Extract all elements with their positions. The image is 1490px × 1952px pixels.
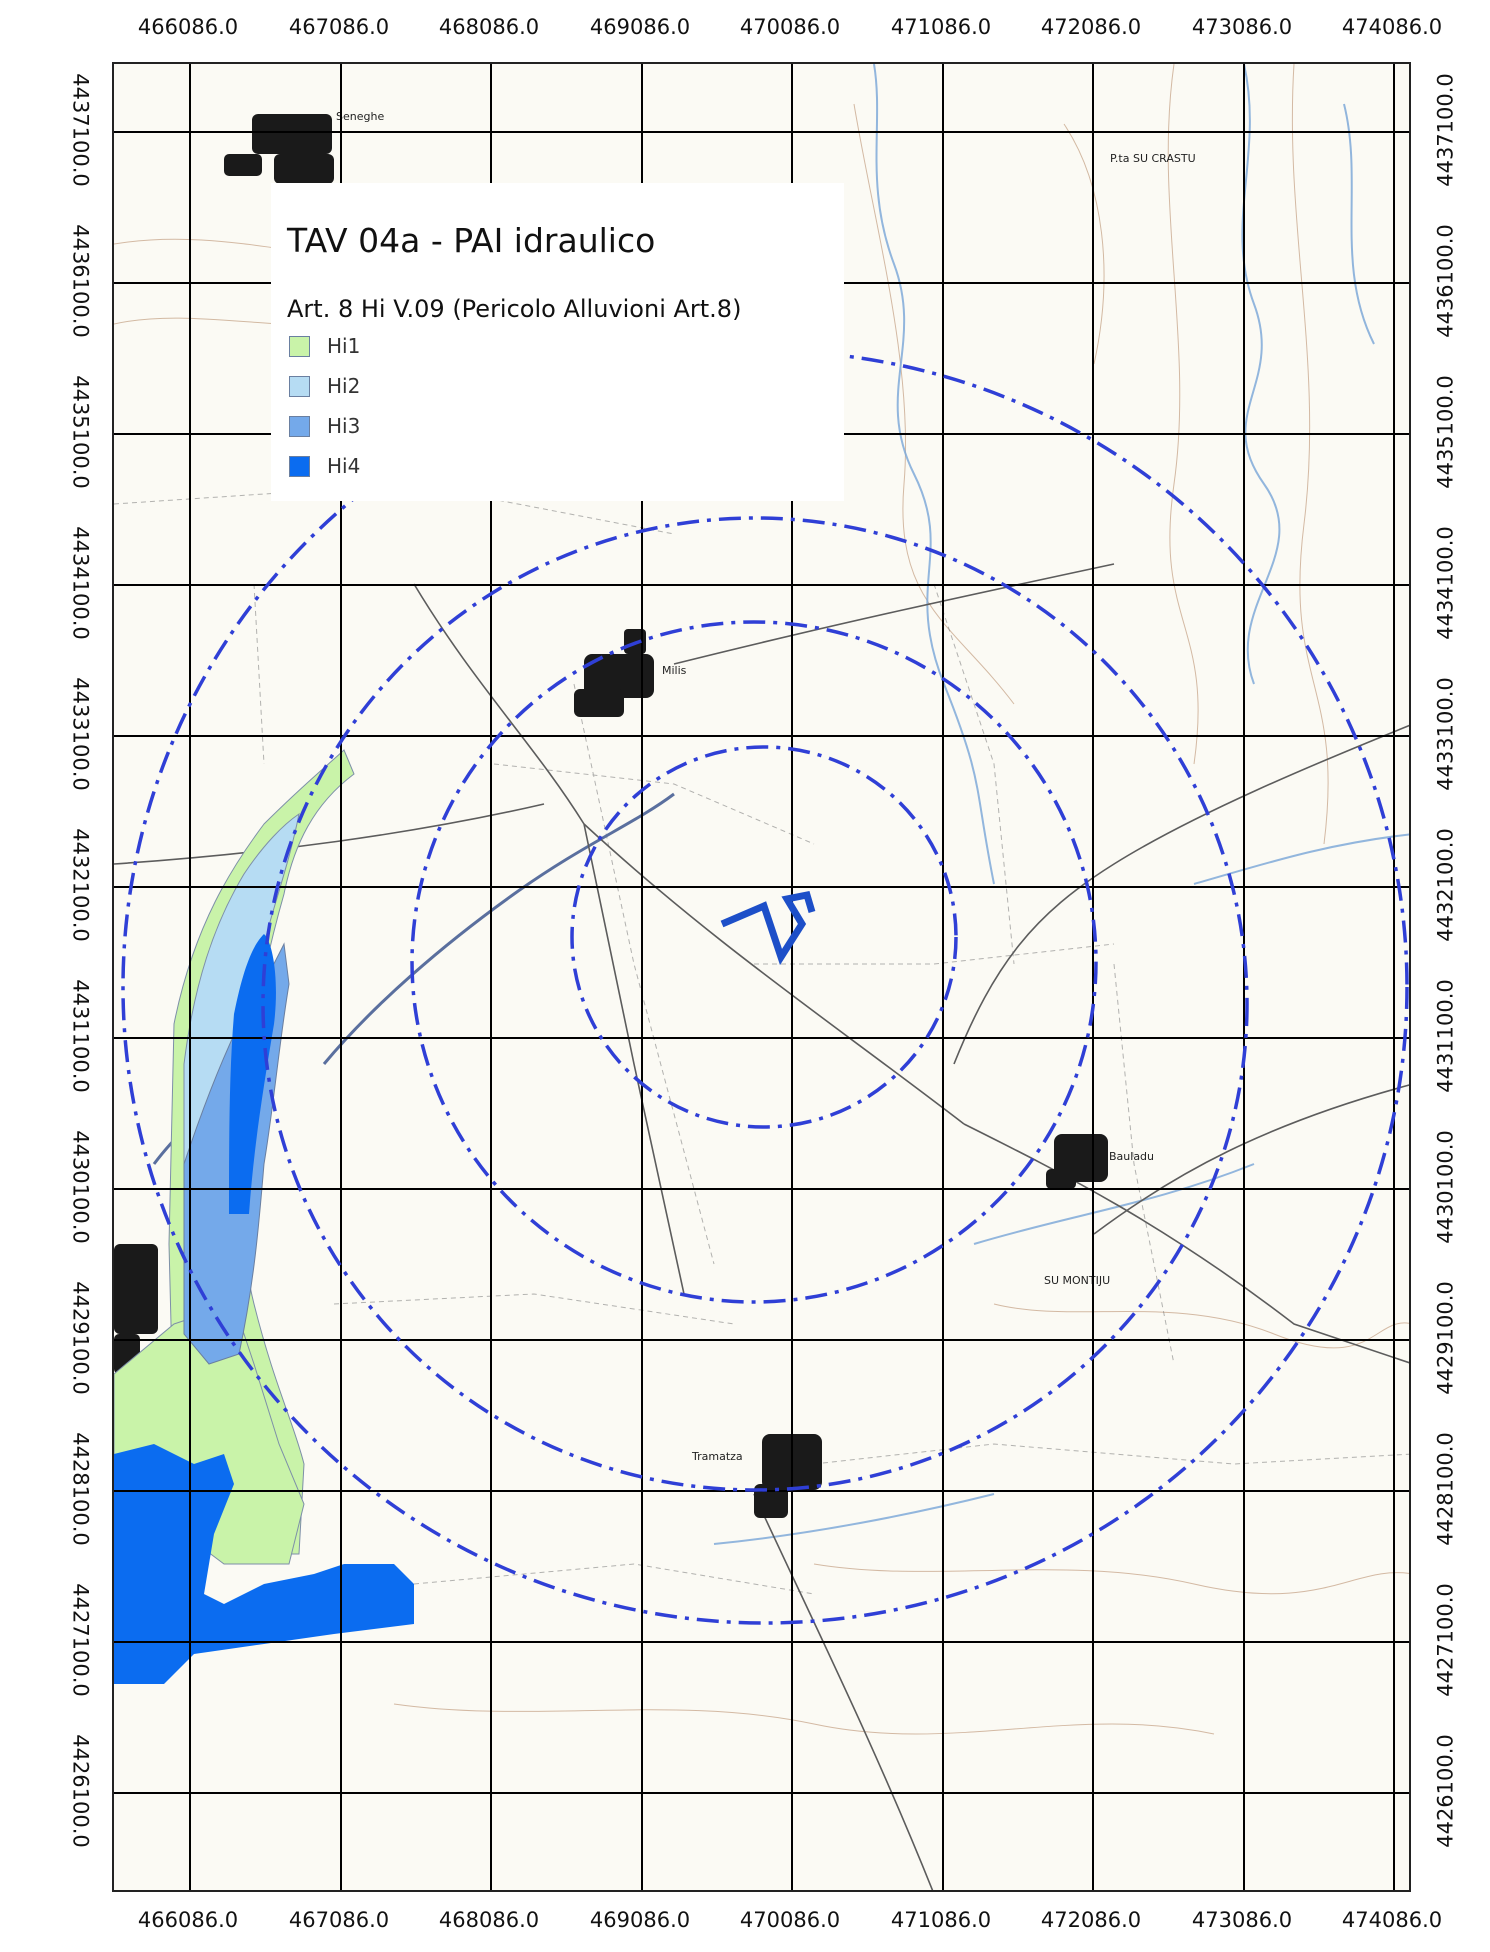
y-tick-label: 4433100.0 — [1433, 677, 1458, 791]
legend-label-hi3: Hi3 — [327, 414, 361, 438]
y-tick-label: 4437100.0 — [68, 73, 93, 187]
place-label-su-crastu: P.ta SU CRASTU — [1110, 152, 1196, 165]
legend: TAV 04a - PAI idraulico Art. 8 Hi V.09 (… — [271, 183, 844, 501]
x-tick-label: 469086.0 — [589, 15, 691, 39]
x-tick-label: 468086.0 — [438, 15, 540, 39]
y-tick-label: 4435100.0 — [1433, 375, 1458, 489]
x-tick-label: 468086.0 — [438, 1908, 540, 1932]
y-tick-label: 4435100.0 — [68, 375, 93, 489]
roads — [114, 563, 1409, 1890]
town-milis — [574, 629, 654, 717]
legend-subtitle: Art. 8 Hi V.09 (Pericolo Alluvioni Art.8… — [287, 295, 742, 323]
y-tick-label: 4428100.0 — [1433, 1432, 1458, 1546]
town-bauladu — [1046, 1134, 1108, 1189]
y-tick-label: 4430100.0 — [1433, 1130, 1458, 1244]
legend-label-hi4: Hi4 — [327, 454, 361, 478]
y-tick-label: 4427100.0 — [1433, 1583, 1458, 1697]
y-tick-label: 4431100.0 — [1433, 979, 1458, 1093]
legend-label-hi1: Hi1 — [327, 334, 361, 358]
main-river — [322, 792, 675, 1065]
y-tick-label: 4434100.0 — [68, 526, 93, 640]
buffer-ring-3 — [261, 516, 1249, 1492]
y-tick-label: 4433100.0 — [68, 677, 93, 791]
x-tick-label: 473086.0 — [1191, 1908, 1293, 1932]
x-tick-label: 469086.0 — [589, 1908, 691, 1932]
y-tick-label: 4434100.0 — [1433, 526, 1458, 640]
x-tick-label: 470086.0 — [739, 1908, 841, 1932]
place-label-bauladu: Bauladu — [1109, 1150, 1154, 1163]
y-tick-label: 4430100.0 — [68, 1130, 93, 1244]
legend-swatch-hi1 — [289, 336, 310, 357]
x-tick-label: 467086.0 — [288, 15, 390, 39]
buffer-rings — [121, 349, 1409, 1625]
y-tick-label: 4436100.0 — [68, 224, 93, 338]
legend-label-hi2: Hi2 — [327, 374, 361, 398]
buffer-ring-4 — [121, 349, 1409, 1625]
x-tick-label: 466086.0 — [137, 15, 239, 39]
x-tick-label: 474086.0 — [1341, 1908, 1443, 1932]
legend-title: TAV 04a - PAI idraulico — [287, 221, 656, 260]
x-tick-label: 471086.0 — [890, 1908, 992, 1932]
buffer-ring-1 — [570, 745, 958, 1129]
town-seneghe — [224, 114, 334, 184]
x-tick-label: 470086.0 — [739, 15, 841, 39]
x-tick-label: 466086.0 — [137, 1908, 239, 1932]
y-tick-label: 4432100.0 — [68, 828, 93, 942]
legend-swatch-hi2 — [289, 376, 310, 397]
y-tick-label: 4426100.0 — [68, 1734, 93, 1848]
y-tick-label: 4432100.0 — [1433, 828, 1458, 942]
y-tick-label: 4437100.0 — [1433, 73, 1458, 187]
y-tick-label: 4427100.0 — [68, 1583, 93, 1697]
place-label-seneghe: Seneghe — [336, 110, 384, 123]
x-tick-label: 472086.0 — [1040, 15, 1142, 39]
x-tick-label: 474086.0 — [1341, 15, 1443, 39]
y-tick-label: 4429100.0 — [1433, 1281, 1458, 1395]
buffer-ring-2 — [410, 620, 1098, 1304]
place-label-tramatza: Tramatza — [691, 1450, 743, 1463]
place-label-su-montiju: SU MONTIJU — [1044, 1274, 1110, 1287]
y-tick-label: 4428100.0 — [68, 1432, 93, 1546]
y-tick-label: 4426100.0 — [1433, 1734, 1458, 1848]
y-tick-label: 4429100.0 — [68, 1281, 93, 1395]
x-tick-label: 467086.0 — [288, 1908, 390, 1932]
x-tick-label: 472086.0 — [1040, 1908, 1142, 1932]
y-tick-label: 4431100.0 — [68, 979, 93, 1093]
place-label-milis: Milis — [662, 664, 687, 677]
hazard-zone-hi4 — [229, 934, 276, 1214]
x-tick-label: 473086.0 — [1191, 15, 1293, 39]
legend-swatch-hi4 — [289, 456, 310, 477]
x-tick-label: 471086.0 — [890, 15, 992, 39]
y-tick-label: 4436100.0 — [1433, 224, 1458, 338]
legend-swatch-hi3 — [289, 416, 310, 437]
project-site — [720, 890, 816, 966]
